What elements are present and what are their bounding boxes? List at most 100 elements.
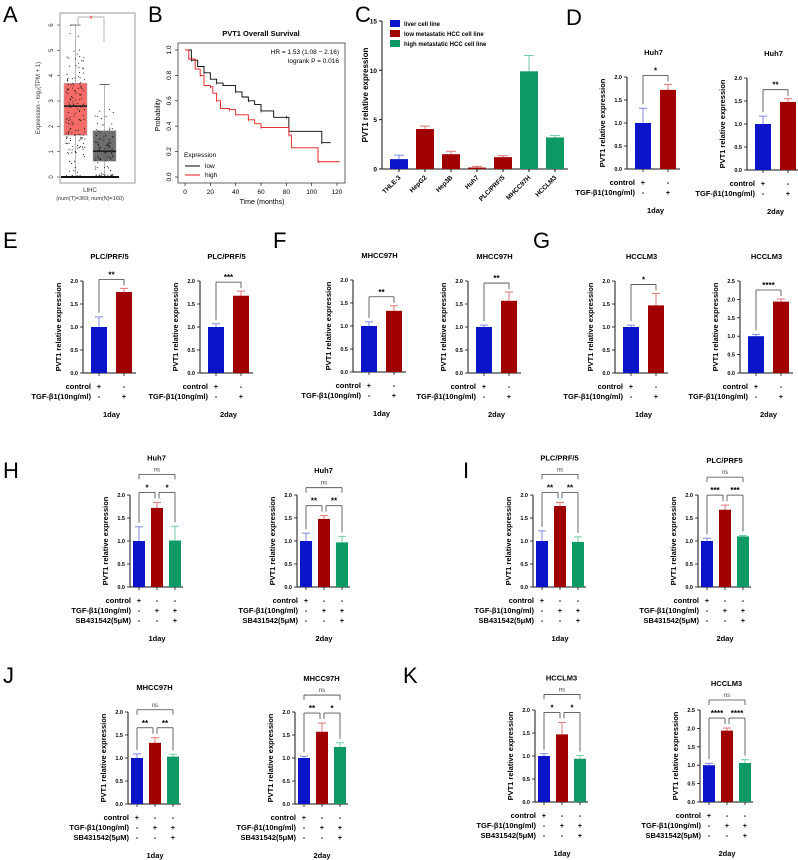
y-tick-label: 2.0: [115, 710, 123, 716]
data-point: [73, 50, 75, 52]
condition-mark: -: [156, 596, 159, 605]
day-label: 1day: [146, 851, 164, 860]
day-label: 1day: [647, 206, 665, 215]
significance-label: **: [142, 719, 149, 728]
data-point: [79, 56, 81, 58]
condition-label: control: [598, 382, 623, 391]
data-point: [75, 92, 77, 94]
condition-mark: -: [543, 821, 546, 830]
data-point: [79, 94, 81, 96]
y-tick-label: 0.0: [187, 371, 195, 377]
y-tick-label: 1.5: [727, 316, 735, 322]
y-tick-label: 1.5: [115, 733, 123, 739]
data-point: [97, 162, 99, 164]
y-tick-label: 2.0: [687, 726, 695, 732]
condition-mark: -: [138, 606, 141, 615]
data-point: [83, 68, 85, 70]
panel-label-i: I: [463, 458, 469, 483]
y-tick-label: 0.5: [602, 348, 610, 354]
data-point: [78, 139, 81, 141]
condition-mark: -: [762, 189, 765, 198]
data-point: [111, 128, 113, 130]
condition-mark: -: [655, 382, 658, 391]
y-tick-label: 0.5: [455, 348, 463, 354]
bar: [660, 89, 676, 169]
data-point: [69, 33, 71, 35]
condition-label: TGF-β1(10ng/ml): [416, 392, 476, 401]
data-point: [66, 91, 68, 93]
data-point: [108, 144, 110, 146]
y-tick-label: 0.0: [685, 585, 693, 591]
y-tick-label: 2.0: [187, 279, 195, 285]
condition-mark: -: [341, 596, 344, 605]
condition-mark: +: [560, 821, 565, 830]
condition-mark: +: [641, 178, 646, 187]
y-tick-label: 5: [373, 117, 377, 124]
data-point: [82, 142, 85, 144]
data-point: [79, 83, 81, 85]
data-point: [108, 129, 111, 131]
condition-label: TGF-β1(10ng/ml): [238, 606, 298, 615]
chart-title: HCCLM3: [751, 252, 782, 261]
y-tick-label: 0.2: [166, 147, 173, 156]
panel-label-d: D: [566, 5, 582, 30]
data-point: [74, 160, 76, 162]
condition-label: TGF-β1(10ng/ml): [236, 823, 296, 832]
y-tick-label: 0.0: [520, 585, 528, 591]
data-point: [84, 146, 86, 148]
condition-mark: +: [761, 179, 766, 188]
data-point: [103, 136, 105, 138]
data-point: [73, 115, 75, 117]
y-tick-label: 1.0: [187, 325, 195, 331]
bar: [501, 300, 517, 373]
data-point: [66, 56, 68, 58]
data-point: [65, 136, 67, 138]
data-point: [73, 170, 75, 172]
day-label: 2day: [760, 410, 778, 419]
bar-hep3b: [442, 154, 460, 169]
significance-label: ****: [711, 709, 724, 718]
data-point: [78, 99, 80, 101]
data-point: [72, 97, 74, 99]
day-label: 2day: [767, 207, 785, 216]
y-tick-label: 0.5: [70, 348, 78, 354]
bar: [91, 327, 107, 373]
condition-mark: +: [578, 831, 583, 840]
bar-huh7: [468, 167, 486, 169]
data-point: [78, 67, 80, 69]
chart-title: PLC/PRF5: [706, 456, 742, 465]
y-tick-label: 2.0: [455, 279, 463, 285]
data-point: [97, 155, 99, 158]
y-tick-label: 1.0: [687, 763, 695, 769]
data-point: [76, 53, 78, 55]
y-tick-label: 0.5: [520, 562, 528, 568]
bar: [755, 124, 771, 170]
data-point: [67, 112, 69, 114]
plot-frame: [59, 12, 136, 184]
condition-mark: -: [323, 596, 326, 605]
significance-label: ***: [224, 273, 234, 282]
data-point: [96, 115, 98, 117]
condition-mark: -: [561, 831, 564, 840]
y-tick-label: 0.0: [455, 371, 463, 377]
y-tick-label: 2.0: [117, 493, 125, 499]
data-point: [110, 152, 112, 154]
y-tick-label: 0.5: [727, 353, 735, 359]
bar: [635, 123, 651, 169]
chart-title: MHCC97H: [361, 251, 397, 260]
condition-label: SB431542(5μM): [646, 831, 702, 840]
condition-label: SB431542(5μM): [241, 833, 297, 842]
condition-mark: +: [725, 821, 730, 830]
data-point: [67, 93, 69, 95]
bar: [167, 756, 179, 804]
y-tick-label: 0.0: [115, 802, 123, 808]
y-axis-label: PVT1 relative expression: [266, 713, 275, 802]
data-point: [67, 88, 69, 90]
data-point: [78, 146, 80, 149]
y-tick-label: 1.0: [520, 539, 528, 545]
bar: [386, 310, 402, 372]
significance-label: *: [165, 483, 169, 492]
panel-c-bar-chart: 0 5 10 15 PVT1 relative expression THLE-3 HepG…: [361, 19, 568, 203]
x-axis-sublabel: (num(T)=369; num(N)=160): [56, 196, 124, 202]
condition-mark: +: [629, 382, 634, 391]
